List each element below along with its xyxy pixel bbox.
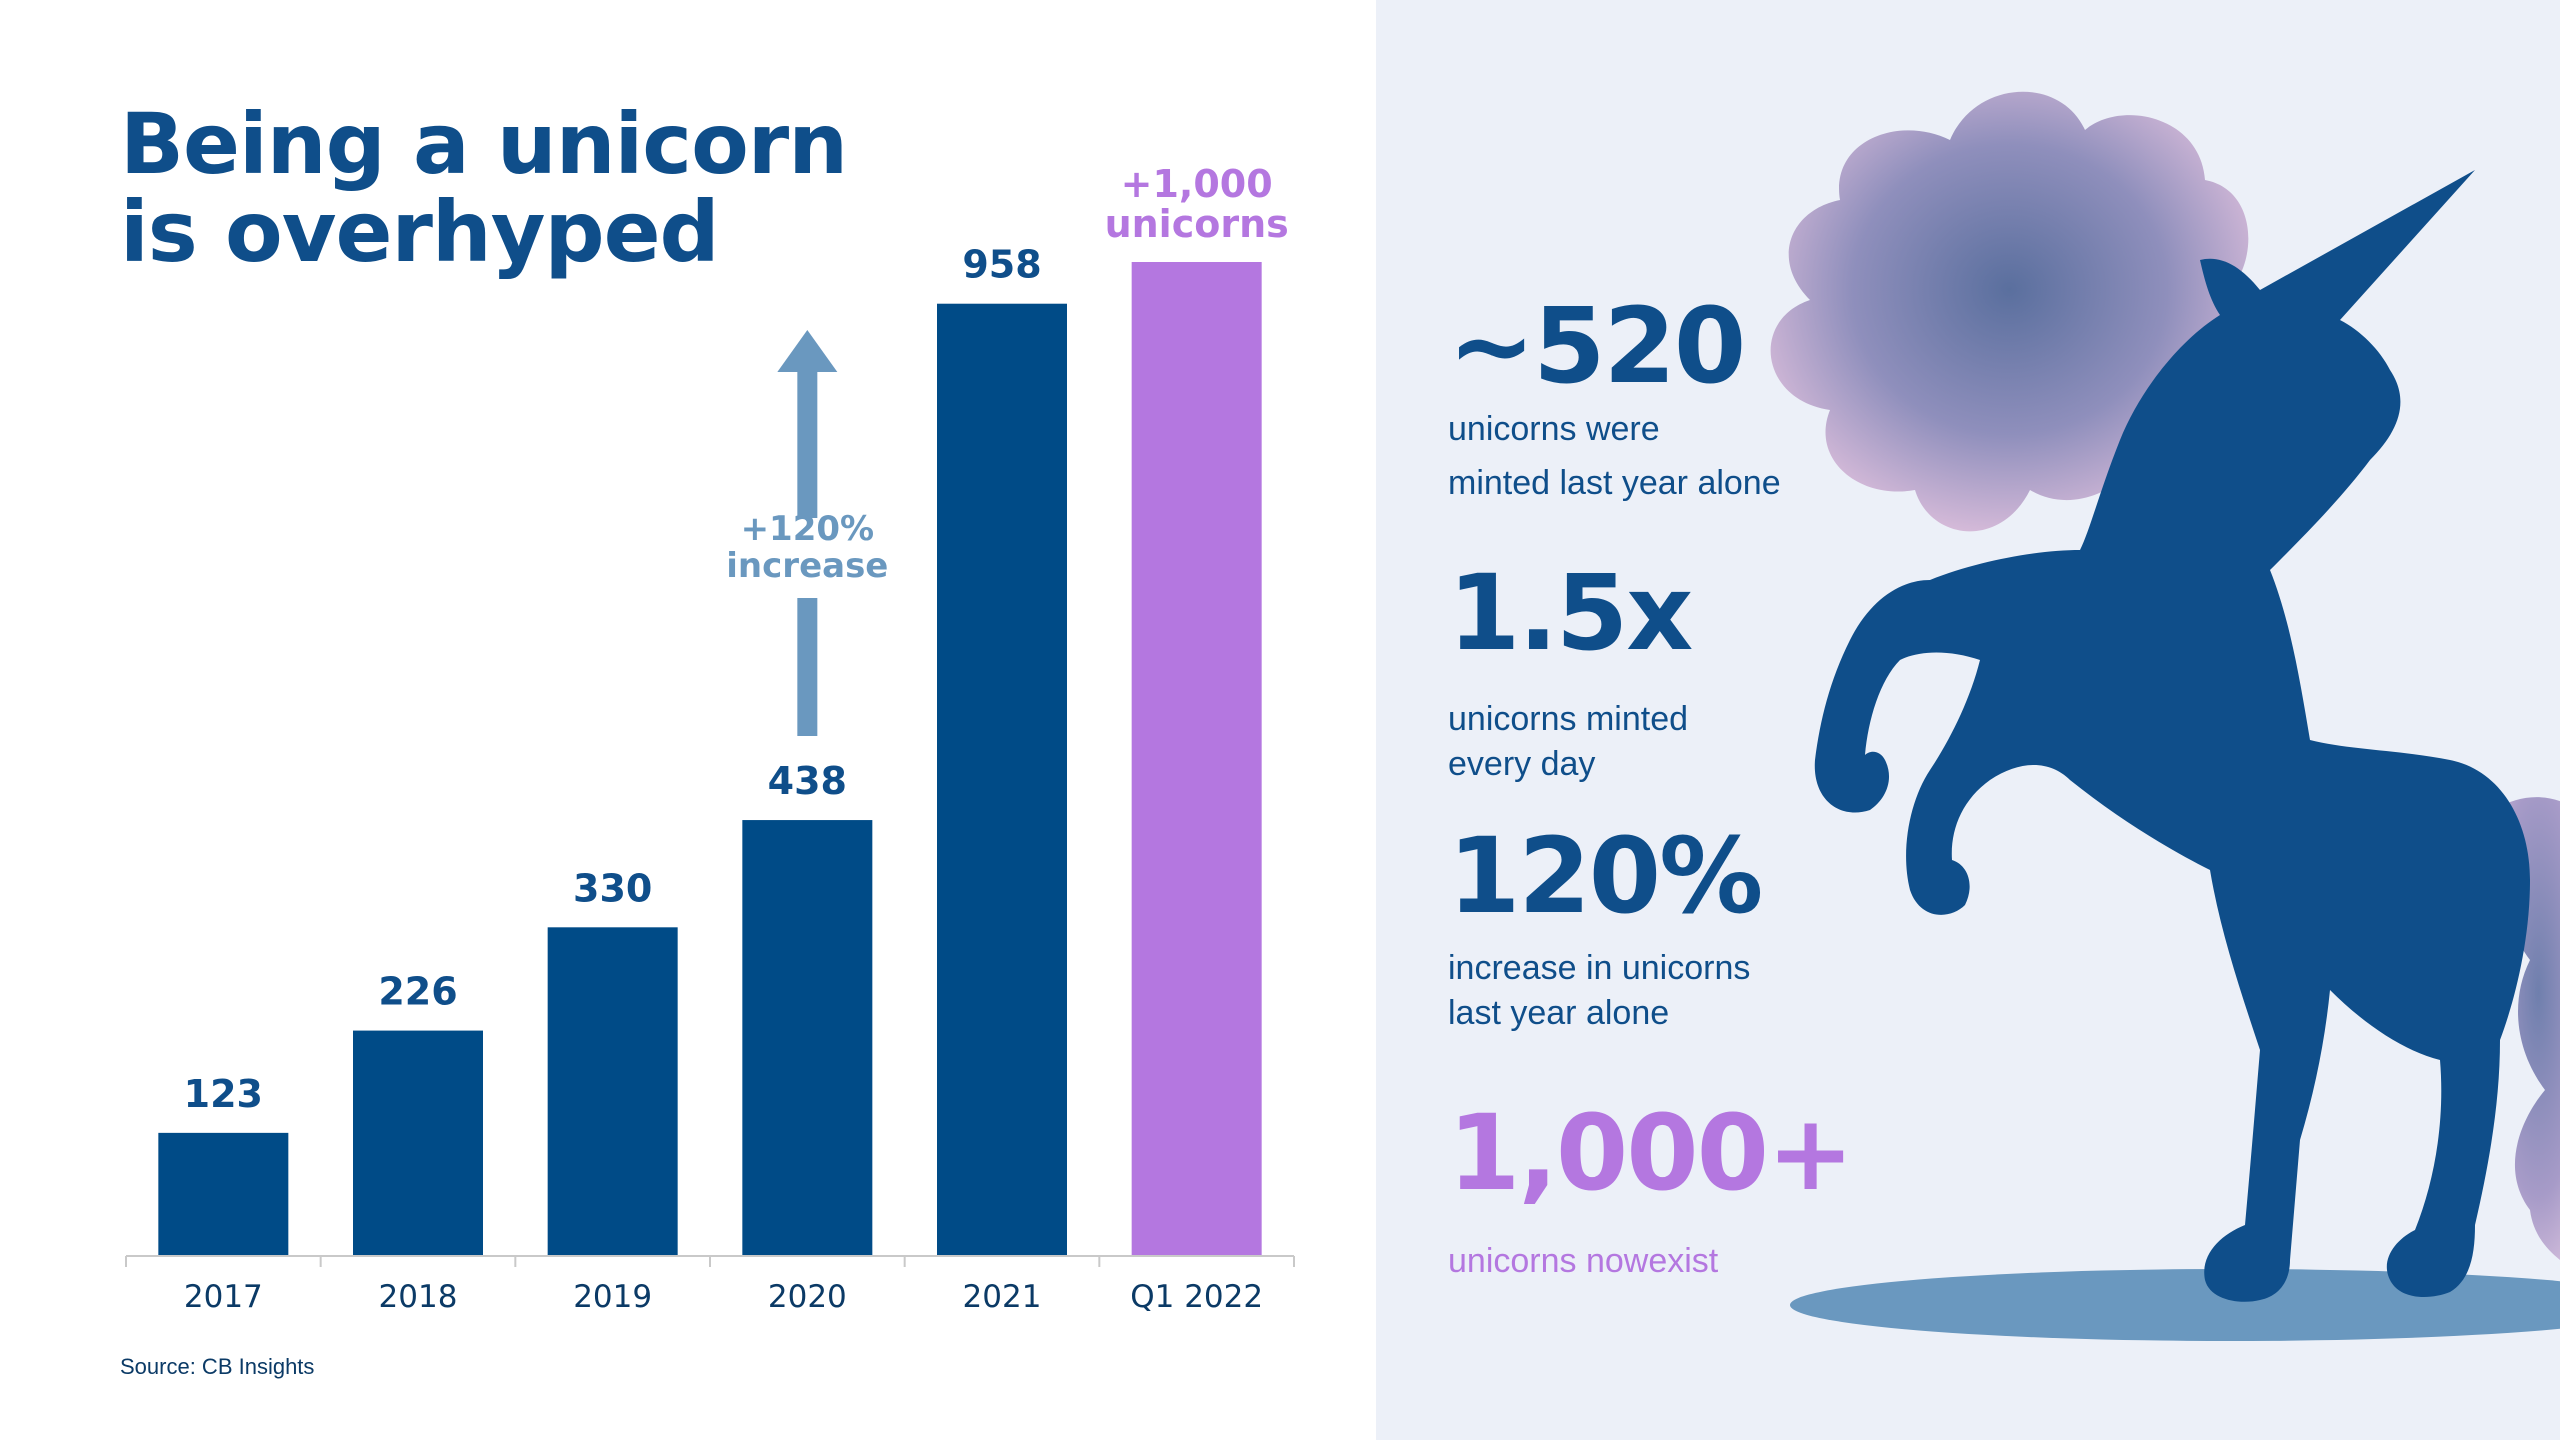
bar-2017 <box>158 1132 289 1255</box>
ground-shadow <box>1790 1269 2560 1341</box>
stat-increase: 120% increase in unicorns last year alon… <box>1448 815 1763 1036</box>
x-tick-label: 2019 <box>573 1279 652 1315</box>
stat-text-line: unicorns minted <box>1448 700 1689 738</box>
source-note: Source: CB Insights <box>120 1354 315 1379</box>
stat-total: 1,000+ unicorns nowexist <box>1448 1092 1854 1284</box>
increase-arrow-head <box>777 330 838 372</box>
highlight-label-line: unicorns <box>1105 202 1289 246</box>
bar-2019 <box>547 927 678 1255</box>
x-tick-label: Q1 2022 <box>1130 1279 1263 1315</box>
bar-value-label: 438 <box>768 759 847 803</box>
increase-label-line: +120% <box>741 509 875 549</box>
stat-value: 1.5x <box>1448 552 1693 674</box>
stat-value: 120% <box>1448 815 1763 937</box>
increase-arrow-shaft-top <box>797 368 818 518</box>
stat-minted-last-year: ~520 unicorns were minted last year alon… <box>1448 290 1781 510</box>
x-tick-label: 2018 <box>379 1279 458 1315</box>
x-tick-label: 2017 <box>184 1279 263 1315</box>
unicorn-icon <box>1770 91 2560 1341</box>
bar-value-label: 123 <box>184 1072 263 1116</box>
title-line-1: Being a unicorn <box>120 95 848 193</box>
increase-label-line: increase <box>726 546 888 586</box>
bar-2021 <box>937 303 1067 1255</box>
x-tick-label: 2020 <box>768 1279 847 1315</box>
stat-text-line: unicorns nowexist <box>1448 1242 1719 1280</box>
bar-value-label: 226 <box>378 970 457 1014</box>
bar-value-label: 330 <box>573 866 652 910</box>
highlight-label-line: +1,000 <box>1121 162 1273 206</box>
bar-2018 <box>353 1030 483 1255</box>
stat-text-line: unicorns were <box>1448 410 1660 448</box>
stat-value: ~520 <box>1448 285 1746 407</box>
increase-arrow-shaft-bottom <box>797 598 818 736</box>
page-title: Being a unicorn is overhyped <box>120 100 1020 276</box>
bar-q1-2022 <box>1131 262 1262 1255</box>
title-line-2: is overhyped <box>120 183 720 281</box>
bar-chart: 123 2017 226 2018 330 2019 438 2020 958 2021 Q1 20… <box>125 162 1295 1315</box>
stat-per-day: 1.5x unicorns minted every day <box>1448 552 1693 787</box>
stat-text-line: increase in unicorns <box>1448 949 1751 987</box>
stat-text-line: every day <box>1448 745 1596 783</box>
stat-text-line: minted last year alone <box>1448 464 1781 502</box>
stat-value: 1,000+ <box>1448 1092 1854 1214</box>
stat-text-line: last year alone <box>1448 994 1670 1032</box>
bar-2020 <box>742 820 873 1255</box>
x-tick-label: 2021 <box>963 1279 1042 1315</box>
unicorn-body <box>1814 170 2530 1302</box>
bar-value-label: 958 <box>962 243 1041 287</box>
